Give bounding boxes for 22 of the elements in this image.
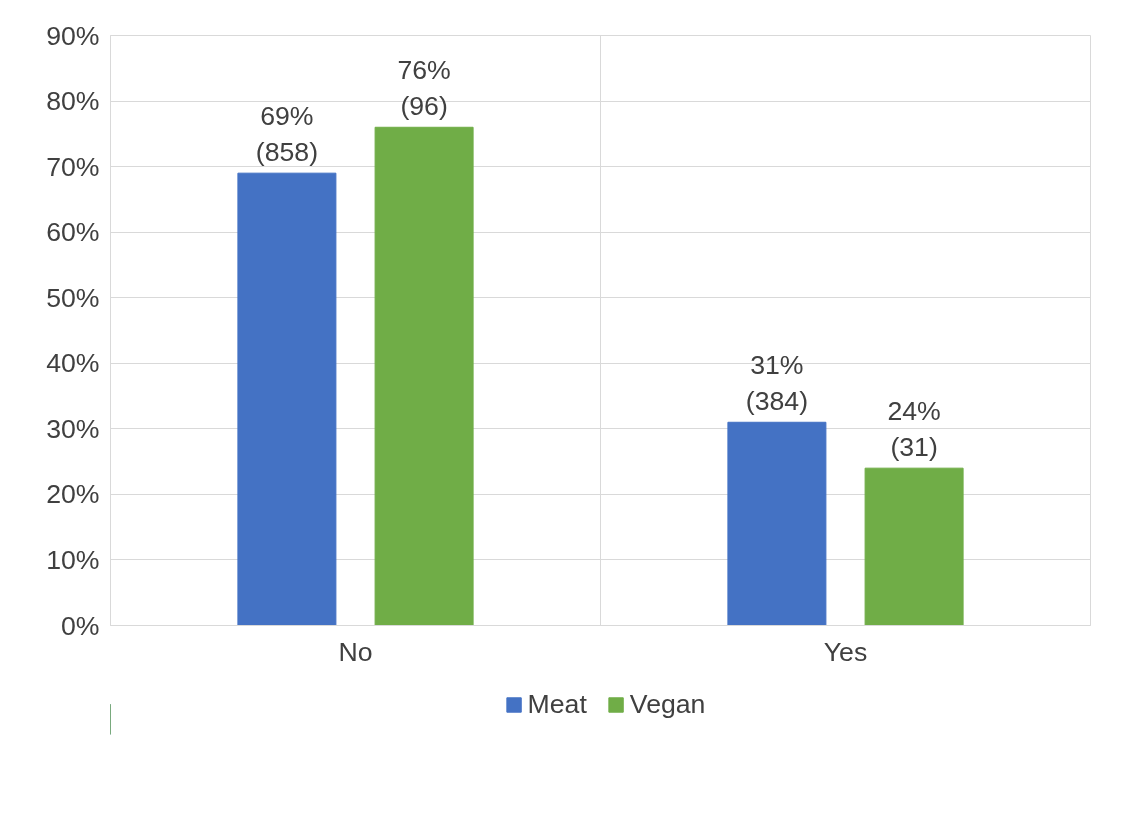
data-label: 24% (31) [887,395,941,462]
y-tick-label: 90% [46,20,100,51]
y-tick-label: 10% [46,544,100,575]
x-tick-label: Yes [823,636,868,667]
bar [864,467,964,626]
bar [237,172,337,626]
data-label: 69% (858) [255,100,319,167]
legend-label: Meat [527,688,587,720]
y-tick-label: 40% [46,348,100,379]
bar [374,126,474,626]
y-tick-label: 50% [46,282,100,313]
legend-label: Vegan [629,688,706,720]
y-tick-label: 70% [46,151,100,182]
y-tick-label: 80% [46,86,100,117]
y-tick-label: 20% [46,479,100,510]
y-tick-label: 30% [46,413,100,444]
x-tick-label: No [338,636,373,667]
y-tick-label: 0% [60,610,100,641]
data-label: 76% (96) [397,54,451,121]
y-tick-label: 60% [46,217,100,248]
bar [727,421,827,626]
data-label: 31% (384) [745,349,809,416]
